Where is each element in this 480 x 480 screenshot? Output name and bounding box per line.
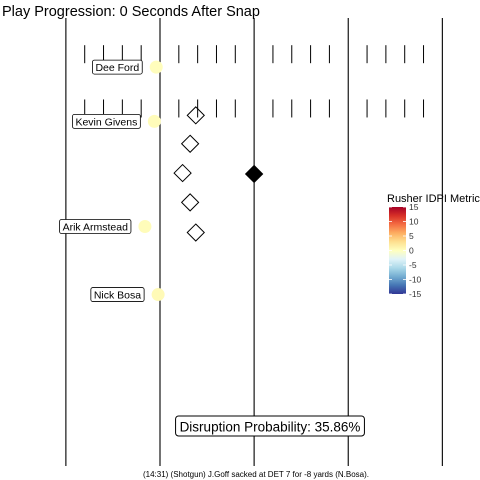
legend-tick-label: 0	[409, 246, 414, 256]
rusher-name: Nick Bosa	[94, 290, 141, 302]
rusher-label-box	[90, 287, 145, 302]
offense-player-marker	[173, 163, 192, 183]
legend-title: Rusher IDPI Metric	[387, 193, 480, 205]
rusher-name: Arik Armstead	[63, 221, 129, 233]
rusher-marker	[151, 288, 165, 302]
offense-player-marker	[186, 106, 205, 125]
rusher-markers	[138, 60, 165, 302]
legend-tick-label: -5	[409, 260, 417, 270]
legend-ticks: 15 10 5 0 -5 -10 -15	[389, 202, 422, 299]
chart-caption: (14:31) (Shotgun) J.Goff sacked at DET 7…	[143, 470, 369, 479]
rusher-label: Arik Armstead	[59, 219, 132, 234]
rusher-name: Dee Ford	[95, 62, 139, 74]
rusher-label-box	[72, 113, 141, 129]
offense-markers	[173, 106, 264, 242]
offense-player-marker	[180, 193, 200, 212]
rusher-label: Dee Ford	[92, 59, 143, 75]
rusher-label-box	[92, 59, 143, 75]
legend-tick-label: -10	[409, 275, 422, 285]
ball-carrier-marker	[244, 164, 264, 184]
rusher-label-box	[59, 219, 132, 234]
rusher-label: Nick Bosa	[90, 287, 145, 302]
annotation-box-frame	[175, 415, 365, 437]
rusher-label: Kevin Givens	[72, 113, 141, 129]
legend-tick-label: 15	[409, 202, 419, 212]
annotation-text: Disruption Probability: 35.86%	[180, 420, 361, 435]
offense-player-marker	[180, 134, 200, 153]
field-lines	[65, 18, 443, 466]
legend-colorbar	[389, 207, 406, 294]
rusher-labels: Dee Ford Kevin Givens Arik Armstead Nick Bo…	[59, 59, 145, 302]
offense-player-marker	[186, 223, 205, 242]
annotation-box: Disruption Probability: 35.86%	[175, 415, 365, 437]
rusher-marker	[138, 219, 152, 233]
rusher-name: Kevin Givens	[75, 116, 137, 128]
rusher-marker	[149, 60, 163, 74]
legend-tick-label: -15	[409, 289, 422, 299]
legend-tick-label: 5	[409, 231, 414, 241]
legend: Rusher IDPI Metric 15 10 5 0 -5 -10 -15	[387, 193, 480, 299]
rusher-marker	[147, 114, 161, 128]
legend-tick-label: 10	[409, 217, 419, 227]
chart-title: Play Progression: 0 Seconds After Snap	[2, 4, 260, 20]
